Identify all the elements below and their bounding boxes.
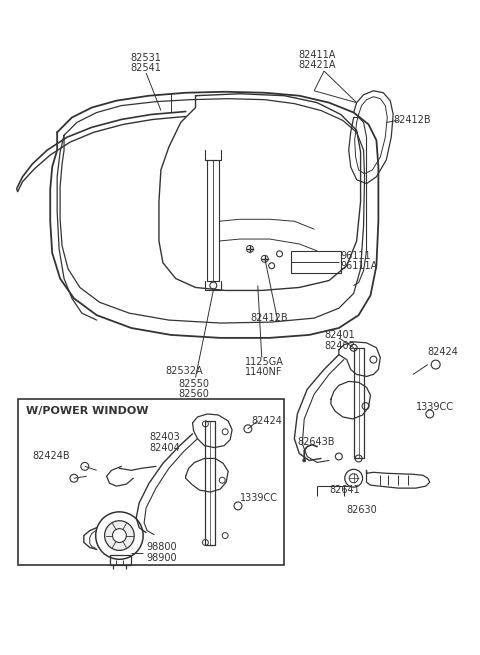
Text: 96111A: 96111A — [341, 261, 378, 271]
Text: 98900: 98900 — [146, 553, 177, 563]
Circle shape — [203, 540, 208, 546]
Bar — [291, 251, 341, 272]
Text: 82424: 82424 — [428, 346, 459, 357]
Circle shape — [70, 474, 78, 482]
Circle shape — [244, 425, 252, 433]
Circle shape — [210, 282, 217, 289]
Text: 82424: 82424 — [252, 416, 283, 426]
Bar — [18, 399, 285, 565]
Text: 82412B: 82412B — [393, 115, 431, 125]
Text: 82560: 82560 — [179, 389, 210, 399]
Circle shape — [431, 360, 440, 369]
Text: 82412B: 82412B — [250, 313, 288, 323]
Text: 82402: 82402 — [324, 341, 355, 351]
Circle shape — [105, 521, 134, 550]
Circle shape — [362, 403, 369, 409]
Text: 96111: 96111 — [341, 251, 372, 261]
Circle shape — [349, 474, 358, 483]
Circle shape — [426, 410, 434, 418]
Text: 82630: 82630 — [347, 505, 377, 515]
Text: 1140NF: 1140NF — [245, 367, 282, 377]
Text: 82531: 82531 — [131, 53, 162, 63]
Text: 82641: 82641 — [329, 485, 360, 495]
Circle shape — [269, 263, 275, 269]
Circle shape — [96, 512, 143, 559]
Circle shape — [303, 459, 306, 462]
Text: 82532A: 82532A — [166, 367, 204, 377]
Text: W/POWER WINDOW: W/POWER WINDOW — [26, 406, 149, 416]
Circle shape — [370, 356, 377, 363]
Text: 1339CC: 1339CC — [240, 493, 278, 503]
Text: 1125GA: 1125GA — [245, 356, 284, 367]
Circle shape — [219, 477, 225, 483]
Circle shape — [261, 255, 268, 262]
Text: 82411A: 82411A — [299, 50, 336, 60]
Text: 82421A: 82421A — [299, 60, 336, 70]
Circle shape — [222, 429, 228, 435]
Circle shape — [222, 533, 228, 538]
Circle shape — [203, 421, 208, 427]
Text: 82401: 82401 — [324, 330, 355, 340]
Circle shape — [350, 345, 357, 351]
Circle shape — [355, 455, 362, 462]
Circle shape — [276, 251, 283, 257]
Circle shape — [81, 462, 89, 470]
Text: 82424B: 82424B — [33, 451, 70, 462]
Circle shape — [234, 502, 242, 510]
Text: 82541: 82541 — [131, 63, 162, 73]
Text: 82404: 82404 — [149, 443, 180, 453]
Circle shape — [345, 470, 362, 487]
Circle shape — [246, 246, 253, 252]
Circle shape — [336, 453, 342, 460]
Text: 82403: 82403 — [149, 432, 180, 441]
Circle shape — [112, 529, 126, 542]
Text: 1339CC: 1339CC — [416, 402, 454, 412]
Text: 82643B: 82643B — [297, 437, 335, 447]
Text: 82550: 82550 — [179, 379, 210, 389]
Text: 98800: 98800 — [146, 542, 177, 552]
